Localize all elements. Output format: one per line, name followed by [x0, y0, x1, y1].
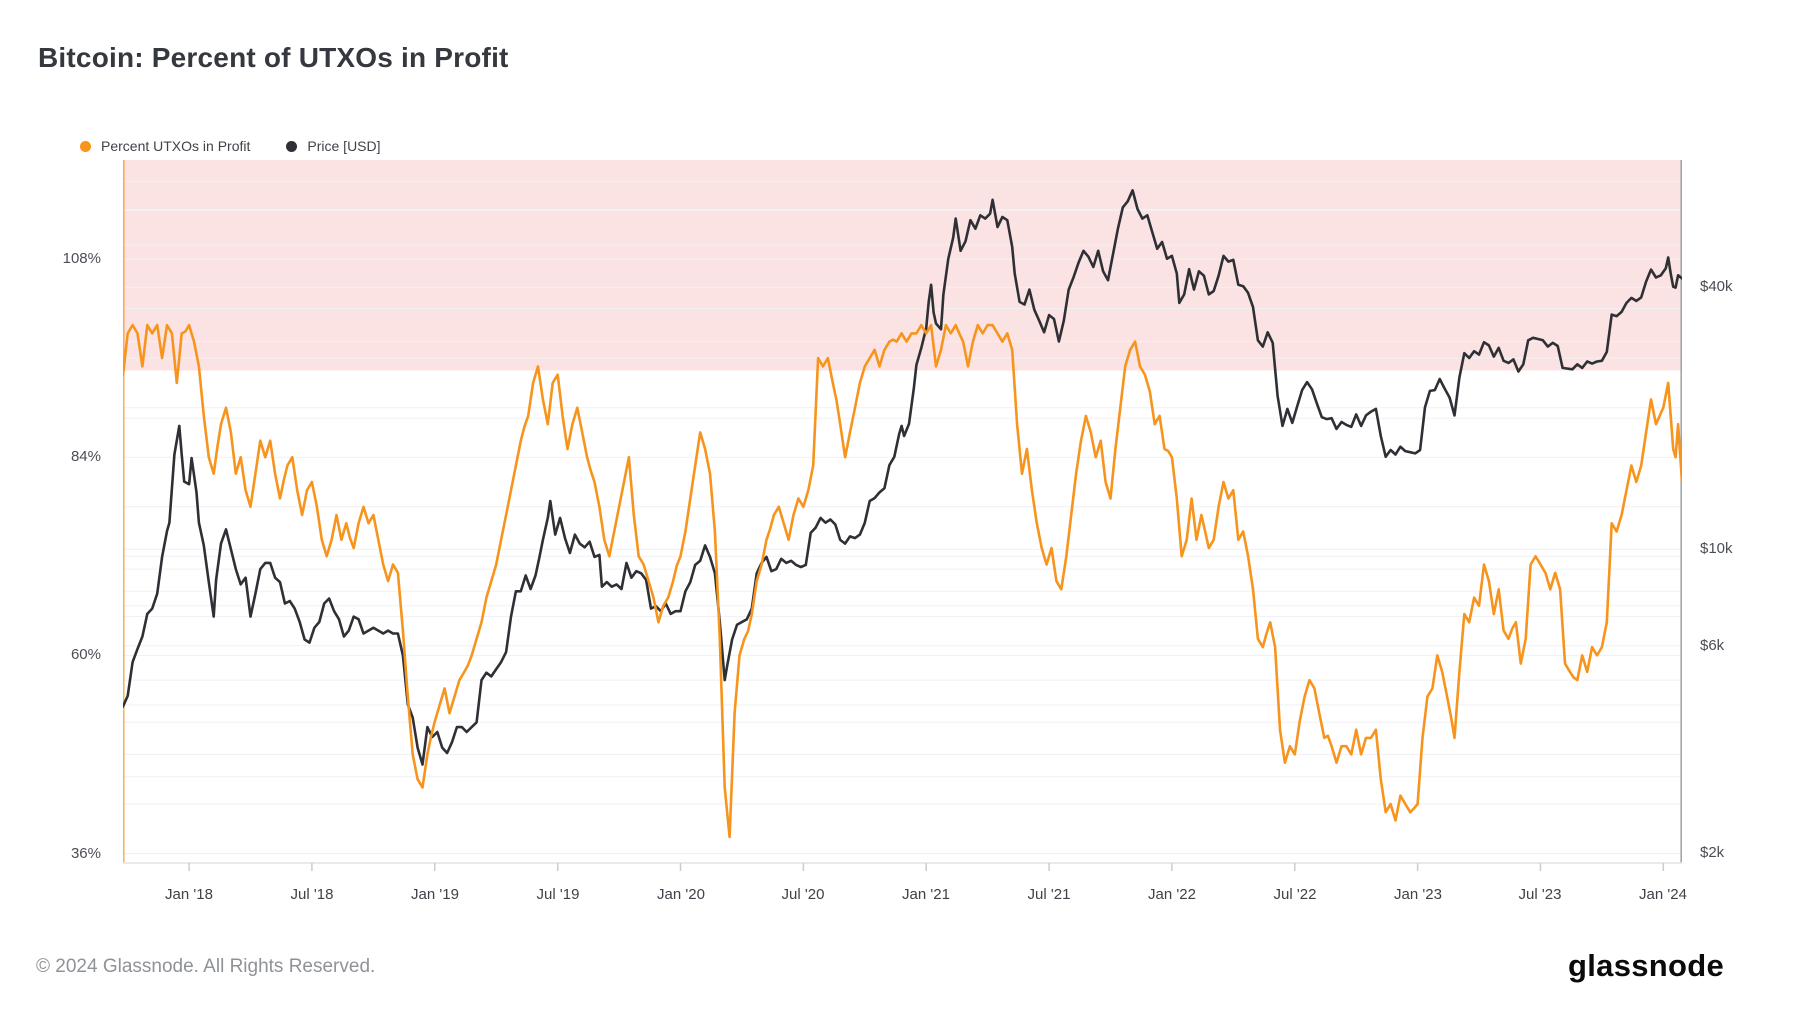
legend-item-price[interactable]: Price [USD] — [286, 138, 381, 154]
x-axis-label-date: Jan '21 — [902, 886, 950, 903]
y-axis-label-percent: 84% — [70, 448, 101, 465]
legend-label-utxo-profit: Percent UTXOs in Profit — [101, 138, 251, 154]
x-axis-label-date: Jul '19 — [536, 886, 580, 903]
y-axis-label-percent: 36% — [70, 845, 101, 862]
glassnode-logo[interactable]: glassnode — [1568, 948, 1725, 983]
y-axis-label-price: $10k — [1700, 540, 1733, 557]
chart-title: Bitcoin: Percent of UTXOs in Profit — [38, 42, 509, 73]
copyright-text: © 2024 Glassnode. All Rights Reserved. — [36, 956, 376, 977]
y-axis-label-percent: 108% — [62, 250, 101, 267]
x-axis-label-date: Jan '24 — [1639, 886, 1687, 903]
price-series-line — [121, 189, 1684, 766]
chart-canvas[interactable] — [121, 160, 1684, 875]
legend-item-utxo-profit[interactable]: Percent UTXOs in Profit — [80, 138, 250, 154]
utxo-profit-series-line — [121, 323, 1684, 839]
y-axis-label-price: $2k — [1700, 844, 1725, 861]
legend: Percent UTXOs in Profit Price [USD] — [80, 138, 381, 154]
x-axis-label-date: Jan '23 — [1394, 886, 1442, 903]
y-axis-label-price: $6k — [1700, 637, 1725, 654]
x-axis-label-date: Jul '18 — [290, 886, 334, 903]
x-axis-label-date: Jul '20 — [781, 886, 825, 903]
x-axis-label-date: Jan '22 — [1148, 886, 1196, 903]
utxo-series-dot-icon — [80, 140, 91, 152]
legend-label-price: Price [USD] — [307, 138, 381, 154]
x-axis-label-date: Jan '18 — [165, 886, 213, 903]
overvaluation-band — [123, 160, 1682, 371]
x-axis-label-date: Jan '19 — [411, 886, 459, 903]
y-axis-label-percent: 60% — [70, 646, 101, 663]
plot-area[interactable] — [121, 160, 1684, 875]
price-series-dot-icon — [286, 140, 298, 152]
y-axis-label-price: $40k — [1700, 278, 1733, 295]
x-axis-label-date: Jan '20 — [657, 886, 705, 903]
x-axis-label-date: Jul '23 — [1518, 886, 1562, 903]
x-axis-label-date: Jul '21 — [1027, 886, 1071, 903]
x-axis-label-date: Jul '22 — [1273, 886, 1317, 903]
